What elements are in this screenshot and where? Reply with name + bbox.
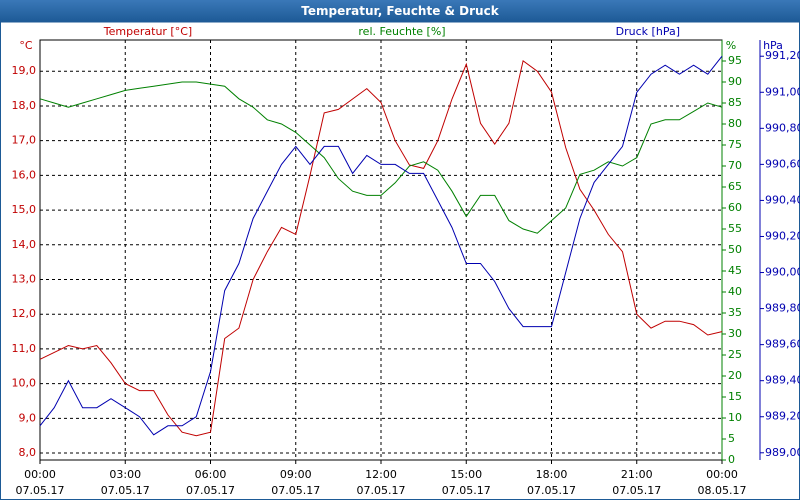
y3-tick-label: 989,40 — [765, 374, 800, 387]
x-tick-date: 08.05.17 — [698, 484, 747, 497]
y-tick-label: 8,0 — [19, 446, 37, 459]
y2-tick-label: 90 — [728, 75, 742, 88]
y2-tick-label: 20 — [728, 369, 742, 382]
y-tick-label: 15,0 — [12, 203, 37, 216]
legend-label: Druck [hPa] — [616, 25, 680, 38]
legend-label: Temperatur [°C] — [103, 25, 192, 38]
y2-tick-label: 80 — [728, 117, 742, 130]
x-tick-date: 07.05.17 — [527, 484, 576, 497]
x-tick-date: 07.05.17 — [357, 484, 406, 497]
y-tick-label: 17,0 — [12, 134, 37, 147]
y3-tick-label: 989,20 — [765, 410, 800, 423]
x-tick-date: 07.05.17 — [16, 484, 65, 497]
x-tick-label: 15:00 — [450, 468, 482, 481]
y3-tick-label: 990,00 — [765, 266, 800, 279]
y3-tick-label: 991,00 — [765, 85, 800, 98]
x-tick-date: 07.05.17 — [271, 484, 320, 497]
y3-tick-label: 989,00 — [765, 446, 800, 459]
y2-tick-label: 25 — [728, 348, 742, 361]
y2-tick-label: 60 — [728, 201, 742, 214]
title-bar: Temperatur, Feuchte & Druck — [0, 0, 800, 22]
y2-tick-label: 70 — [728, 159, 742, 172]
series-line — [39, 59, 723, 437]
y2-tick-label: 85 — [728, 96, 742, 109]
x-tick-label: 12:00 — [365, 468, 397, 481]
series-line — [39, 81, 723, 234]
y3-tick-label: 989,80 — [765, 302, 800, 315]
y3-tick-label: 990,80 — [765, 121, 800, 134]
y3-tick-label: 991,20 — [765, 49, 800, 62]
y2-tick-label: 5 — [728, 432, 735, 445]
x-tick-label: 21:00 — [621, 468, 653, 481]
y2-tick-label: 65 — [728, 180, 742, 193]
x-tick-label: 03:00 — [109, 468, 141, 481]
y2-tick-label: 55 — [728, 222, 742, 235]
x-tick-label: 06:00 — [195, 468, 227, 481]
y-tick-label: 9,0 — [19, 411, 37, 424]
y3-tick-label: 990,40 — [765, 193, 800, 206]
y3-axis-label: hPa — [763, 39, 783, 52]
x-tick-date: 07.05.17 — [186, 484, 235, 497]
y-tick-label: 19,0 — [12, 64, 37, 77]
y2-tick-label: 75 — [728, 138, 742, 151]
y2-tick-label: 50 — [728, 243, 742, 256]
x-tick-label: 00:00 — [24, 468, 56, 481]
y2-tick-label: 10 — [728, 411, 742, 424]
y2-tick-label: 35 — [728, 306, 742, 319]
y2-tick-label: 30 — [728, 327, 742, 340]
series-line — [39, 55, 723, 436]
y2-tick-label: 15 — [728, 390, 742, 403]
y3-tick-label: 990,20 — [765, 229, 800, 242]
x-tick-date: 07.05.17 — [442, 484, 491, 497]
y-tick-label: 10,0 — [12, 377, 37, 390]
x-tick-date: 07.05.17 — [101, 484, 150, 497]
y-tick-label: 12,0 — [12, 307, 37, 320]
x-tick-label: 09:00 — [280, 468, 312, 481]
y-axis-label: °C — [19, 39, 33, 52]
legend-label: rel. Feuchte [%] — [358, 25, 445, 38]
y3-tick-label: 989,60 — [765, 338, 800, 351]
y-tick-label: 14,0 — [12, 238, 37, 251]
y2-tick-label: 40 — [728, 285, 742, 298]
y3-tick-label: 990,60 — [765, 157, 800, 170]
y-tick-label: 18,0 — [12, 99, 37, 112]
y-tick-label: 16,0 — [12, 168, 37, 181]
x-tick-date: 07.05.17 — [612, 484, 661, 497]
x-tick-label: 00:00 — [706, 468, 738, 481]
chart-title: Temperatur, Feuchte & Druck — [301, 4, 499, 18]
y2-axis-label: % — [726, 39, 736, 52]
y2-tick-label: 0 — [728, 453, 735, 466]
x-tick-label: 18:00 — [536, 468, 568, 481]
y-tick-label: 11,0 — [12, 342, 37, 355]
y2-tick-label: 45 — [728, 264, 742, 277]
y-tick-label: 13,0 — [12, 273, 37, 286]
y2-tick-label: 95 — [728, 54, 742, 67]
